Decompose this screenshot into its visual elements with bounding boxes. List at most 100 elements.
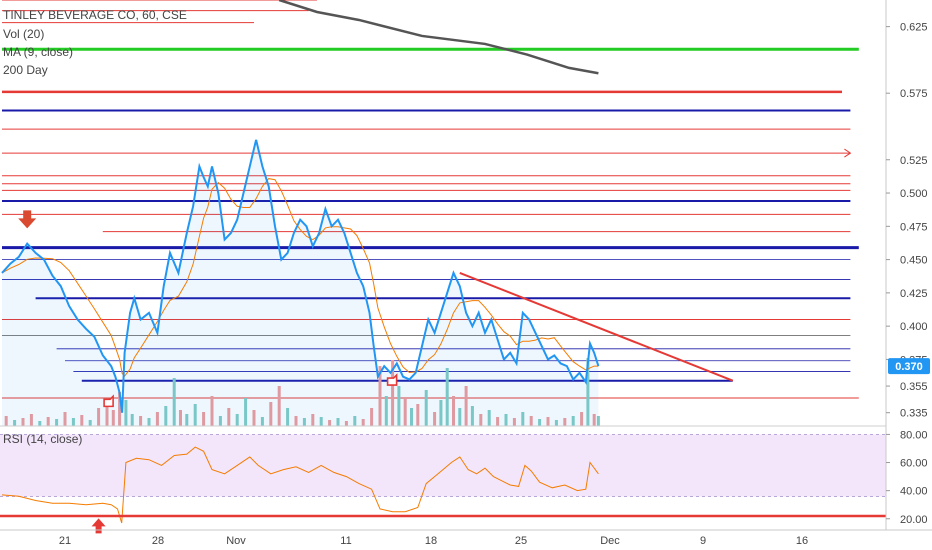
volume-bar-32	[260, 417, 264, 426]
price-tick-label-5: 0.450	[900, 255, 928, 267]
volume-bar-59	[464, 386, 468, 426]
volume-bar-35	[286, 408, 290, 426]
volume-bar-38	[311, 414, 315, 426]
volume-bar-57	[452, 396, 455, 426]
volume-bar-63	[496, 417, 500, 426]
up-arrow-marker	[91, 518, 106, 534]
volume-bar-50	[403, 398, 407, 426]
volume-bar-75	[592, 414, 596, 426]
rsi-tick-label-2: 40.00	[900, 486, 928, 498]
volume-bar-20	[164, 406, 168, 426]
date-tick-5: 25	[515, 535, 527, 547]
trendline[interactable]	[459, 271, 734, 382]
volume-bar-51	[410, 408, 413, 426]
legend-200-day[interactable]: 200 Day	[3, 63, 48, 77]
volume-bar-54	[433, 412, 437, 426]
rsi-line	[1, 446, 599, 524]
volume-bar-61	[479, 414, 483, 426]
volume-bar-28	[227, 408, 231, 426]
volume-bar-47	[384, 396, 388, 426]
volume-bar-58	[458, 408, 462, 426]
date-tick-4: 18	[425, 535, 437, 547]
horizontal-levels	[2, 0, 859, 399]
volume-bar-12	[105, 404, 109, 426]
last-price-tag: 0.370	[888, 358, 930, 375]
volume-bar-37	[302, 418, 306, 426]
ma-line	[1, 178, 599, 377]
volume-bar-45	[370, 408, 374, 426]
date-tick-7: 9	[700, 535, 706, 547]
price-tick-label-7: 0.400	[900, 321, 928, 333]
price-area-fill	[2, 139, 599, 427]
volume-bar-21	[172, 378, 176, 426]
volume-bar-76	[596, 416, 600, 426]
volume-bar-41	[336, 418, 340, 426]
volume-bar-36	[294, 416, 298, 426]
date-tick-1: 28	[152, 535, 164, 547]
volume-bar-40	[328, 420, 332, 426]
level-arrow-head	[844, 148, 852, 158]
volume-bar-64	[504, 414, 508, 426]
volume-bar-0	[4, 416, 8, 426]
volume-bar-22	[179, 410, 182, 426]
volume-bar-56	[445, 368, 449, 426]
volume-bars	[4, 358, 600, 426]
volume-bar-6	[55, 419, 59, 426]
date-tick-0: 21	[59, 535, 71, 547]
volume-bar-18	[147, 418, 151, 426]
volume-bar-70	[554, 420, 558, 426]
volume-bar-48	[391, 360, 395, 426]
volume-bar-46	[378, 366, 382, 426]
volume-bar-39	[319, 417, 323, 426]
volume-bar-53	[424, 390, 428, 426]
volume-bar-27	[218, 416, 222, 426]
date-tick-2: Nov	[226, 535, 246, 547]
last-price-label: 0.370	[895, 361, 923, 373]
price-tick-label-6: 0.425	[900, 288, 928, 300]
volume-bar-4	[38, 421, 42, 426]
volume-bar-68	[538, 419, 542, 426]
volume-bar-65	[512, 418, 516, 426]
volume-bar-7	[63, 412, 67, 426]
volume-bar-14	[118, 392, 122, 426]
rsi-axis: 80.00 60.00 40.00 20.00	[886, 429, 928, 526]
price-tick-label-9: 0.355	[900, 381, 928, 393]
200-day-line	[278, 0, 599, 75]
hand-marker-2	[386, 373, 398, 386]
volume-bar-23	[185, 414, 189, 426]
volume-bar-24	[193, 404, 197, 426]
volume-bar-42	[344, 421, 348, 426]
volume-bar-52	[416, 404, 420, 426]
volume-bar-66	[521, 412, 525, 426]
time-axis: 21 28 Nov 11 18 25 Dec 9 16	[59, 535, 808, 547]
volume-bar-19	[155, 412, 159, 426]
volume-bar-34	[277, 386, 281, 426]
volume-bar-11	[97, 408, 101, 426]
volume-bar-69	[546, 417, 550, 426]
legend-rsi[interactable]: RSI (14, close)	[3, 432, 82, 446]
date-tick-6: Dec	[600, 535, 620, 547]
price-line[interactable]	[1, 139, 600, 413]
price-tick-label-0: 0.625	[900, 22, 928, 34]
volume-bar-30	[244, 398, 248, 426]
rsi-tick-label-0: 80.00	[900, 429, 928, 441]
volume-bar-62	[487, 410, 491, 426]
volume-bar-8	[71, 418, 75, 426]
volume-bar-2	[21, 418, 25, 426]
volume-bar-31	[252, 410, 256, 426]
volume-bar-74	[586, 358, 590, 426]
legend-ma[interactable]: MA (9, close)	[3, 45, 73, 59]
legend-vol[interactable]: Vol (20)	[3, 27, 44, 41]
price-tick-label-4: 0.475	[900, 221, 928, 233]
volume-bar-15	[124, 400, 128, 426]
volume-bar-33	[269, 402, 273, 426]
volume-bar-55	[439, 400, 443, 426]
legend: TINLEY BEVERAGE CO, 60, CSE Vol (20) MA …	[3, 8, 187, 446]
volume-bar-49	[397, 386, 401, 426]
volume-bar-13	[111, 410, 115, 426]
hand-marker-1	[103, 394, 114, 408]
legend-symbol-title[interactable]: TINLEY BEVERAGE CO, 60, CSE	[3, 8, 187, 22]
volume-bar-44	[361, 419, 365, 426]
date-tick-3: 11	[340, 535, 351, 547]
